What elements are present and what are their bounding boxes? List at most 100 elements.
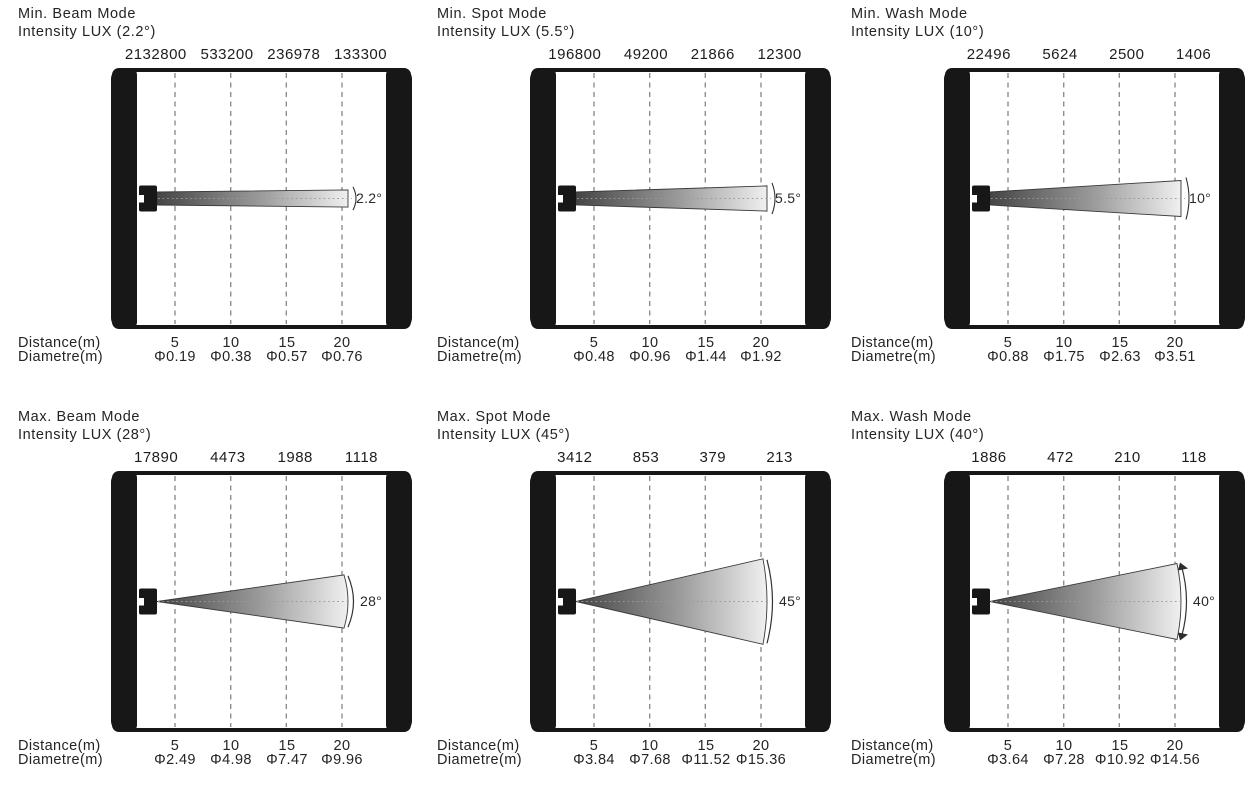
lux-value: 2132800 <box>124 46 187 63</box>
left-wall-bar <box>112 68 137 329</box>
left-wall-bar <box>531 471 556 732</box>
beam-angle-label: 40° <box>1193 593 1216 609</box>
diameter-tick: Φ0.88 <box>987 349 1029 365</box>
distance-tick: 20 <box>1166 738 1184 754</box>
panel-title-block: Min. Beam Mode Intensity LUX (2.2°) <box>18 6 156 41</box>
distance-axis-label: Distance(m) <box>437 738 520 754</box>
diameter-tick: Φ7.68 <box>629 752 671 768</box>
panel-max-beam-mode: Max. Beam Mode Intensity LUX (28°) 17890… <box>0 403 424 789</box>
diameter-tick: Φ7.28 <box>1043 752 1085 768</box>
lux-value: 1118 <box>344 449 379 466</box>
distance-axis-label: Distance(m) <box>851 335 934 351</box>
fixture-notch <box>970 598 977 606</box>
lux-value: 3412 <box>557 449 593 466</box>
panel-title-block: Min. Spot Mode Intensity LUX (5.5°) <box>437 6 575 41</box>
lux-value: 1988 <box>277 449 313 466</box>
diameter-axis-label: Diametre(m) <box>851 752 936 768</box>
beam-diagram-canvas <box>944 471 1245 732</box>
left-wall-bar <box>531 68 556 329</box>
panel-title: Max. Spot Mode <box>437 409 551 425</box>
lux-value: 533200 <box>200 46 254 63</box>
lux-values-row: 22496 5624 2500 1406 <box>951 46 1227 63</box>
beam-diagram-canvas <box>111 471 412 732</box>
panel-min-beam-mode: Min. Beam Mode Intensity LUX (2.2°) 2132… <box>0 0 424 386</box>
distance-tick: 5 <box>170 738 180 754</box>
angle-bracket <box>352 186 357 211</box>
panel-max-spot-mode: Max. Spot Mode Intensity LUX (45°) 3412 … <box>419 403 843 789</box>
panel-min-spot-mode: Min. Spot Mode Intensity LUX (5.5°) 1968… <box>419 0 843 386</box>
right-wall-bar <box>805 68 830 329</box>
lux-value: 472 <box>1047 449 1074 466</box>
diameter-tick: Φ3.84 <box>573 752 615 768</box>
diameter-tick: Φ0.38 <box>210 349 252 365</box>
distance-tick: 20 <box>333 335 351 351</box>
distance-tick: 20 <box>752 738 770 754</box>
distance-tick: 5 <box>589 335 599 351</box>
diameter-axis-label: Diametre(m) <box>18 752 103 768</box>
lux-values-row: 3412 853 379 213 <box>537 449 813 466</box>
panel-title: Min. Spot Mode <box>437 6 547 22</box>
left-wall-bar <box>112 471 137 732</box>
panel-title: Min. Beam Mode <box>18 6 136 22</box>
diameter-tick: Φ1.44 <box>685 349 727 365</box>
diameter-tick: Φ3.64 <box>987 752 1029 768</box>
diameter-axis-label: Diametre(m) <box>851 349 936 365</box>
panel-subtitle: Intensity LUX (2.2°) <box>18 23 156 40</box>
lux-value: 21866 <box>690 46 735 63</box>
fixture-notch <box>970 195 977 203</box>
panel-subtitle: Intensity LUX (45°) <box>437 426 571 443</box>
left-wall-bar <box>945 68 970 329</box>
panel-title-block: Max. Spot Mode Intensity LUX (45°) <box>437 409 570 444</box>
distance-tick: 15 <box>1111 335 1129 351</box>
lux-value: 17890 <box>133 449 179 466</box>
lux-value: 213 <box>766 449 793 466</box>
diameter-tick: Φ3.51 <box>1154 349 1196 365</box>
diameter-axis-label: Diametre(m) <box>437 349 522 365</box>
panel-title-block: Max. Wash Mode Intensity LUX (40°) <box>851 409 984 444</box>
diameter-tick: Φ0.57 <box>266 349 308 365</box>
diameter-tick: Φ0.48 <box>573 349 615 365</box>
lux-value: 4473 <box>210 449 246 466</box>
left-wall-bar <box>945 471 970 732</box>
beam-diagram-canvas <box>944 68 1245 329</box>
lux-value: 22496 <box>966 46 1011 63</box>
fixture-icon <box>558 588 576 615</box>
distance-tick: 15 <box>697 335 715 351</box>
lux-value: 49200 <box>623 46 669 63</box>
lux-value: 210 <box>1114 449 1141 466</box>
right-wall-bar <box>386 471 411 732</box>
distance-tick: 15 <box>278 738 296 754</box>
panel-title: Min. Wash Mode <box>851 6 968 22</box>
distance-tick: 20 <box>1166 335 1184 351</box>
lux-value: 118 <box>1181 449 1207 466</box>
panel-subtitle: Intensity LUX (5.5°) <box>437 23 575 40</box>
lux-values-row: 1886 472 210 118 <box>951 449 1227 466</box>
fixture-icon <box>139 588 157 615</box>
panel-subtitle: Intensity LUX (28°) <box>18 426 152 443</box>
distance-tick: 10 <box>222 738 240 754</box>
diameter-tick: Φ2.49 <box>154 752 196 768</box>
diameter-tick: Φ1.92 <box>740 349 782 365</box>
beam-diagram-canvas <box>111 68 412 329</box>
panel-title-block: Min. Wash Mode Intensity LUX (10°) <box>851 6 984 41</box>
lux-value: 853 <box>632 449 660 466</box>
distance-tick: 15 <box>1111 738 1129 754</box>
distance-tick: 20 <box>333 738 351 754</box>
angle-arc <box>1180 564 1188 639</box>
lux-value: 1886 <box>971 449 1007 466</box>
diameter-tick: Φ1.75 <box>1043 349 1085 365</box>
right-wall-bar <box>1219 471 1244 732</box>
distance-tick: 10 <box>222 335 240 351</box>
diameter-tick: Φ15.36 <box>735 752 787 768</box>
diameter-tick: Φ0.96 <box>629 349 671 365</box>
diameter-tick: Φ7.47 <box>266 752 308 768</box>
lux-values-row: 2132800 533200 236978 133300 <box>118 46 394 63</box>
distance-tick: 10 <box>641 335 659 351</box>
angle-bracket <box>1185 177 1190 220</box>
fixture-notch <box>556 598 563 606</box>
lux-values-row: 17890 4473 1988 1118 <box>118 449 394 466</box>
distance-axis-label: Distance(m) <box>18 335 101 351</box>
fixture-notch <box>137 598 144 606</box>
distance-tick: 15 <box>278 335 296 351</box>
diameter-tick: Φ10.92 <box>1094 752 1146 768</box>
